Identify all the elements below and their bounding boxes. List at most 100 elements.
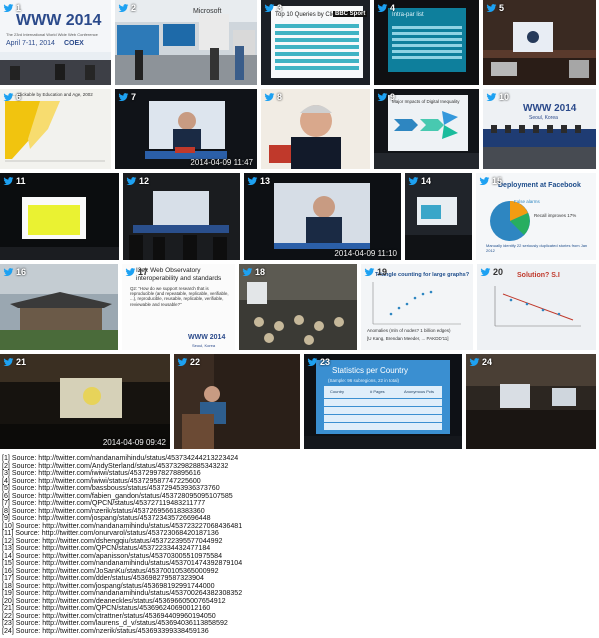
- tile-badge: 3: [264, 3, 282, 13]
- source-link[interactable]: [23] Source: http://twitter.com/laurens_…: [2, 619, 228, 627]
- photo-tile-9[interactable]: 9 Major Impacts of Digital Inequality: [374, 89, 479, 169]
- source-link[interactable]: [16] Source: http://twitter.com/JoSanKu/…: [2, 566, 219, 575]
- source-link[interactable]: [1] Source: http://twitter.com/nandanami…: [2, 454, 239, 462]
- source-link[interactable]: [14] Source: http://twitter.com/apanisso…: [2, 551, 223, 560]
- photo-image: [115, 89, 257, 169]
- source-link[interactable]: [19] Source: http://twitter.com/nandanam…: [2, 589, 243, 597]
- tile-badge: 13: [247, 176, 270, 186]
- source-link[interactable]: [9] Source: http://twitter.com/jospang/s…: [2, 514, 211, 522]
- photo-image: [174, 354, 300, 449]
- source-link[interactable]: [6] Source: http://twitter.com/fabien_ga…: [2, 491, 233, 500]
- source-link[interactable]: [10] Source: http://twitter.com/nandanam…: [2, 521, 243, 530]
- slide-label: False alarms: [514, 199, 540, 204]
- source-link[interactable]: [24] Source: http://twitter.com/nzerik/s…: [2, 626, 209, 635]
- slide-subtitle: The 23rd International World Wide Web Co…: [6, 32, 98, 37]
- source-link[interactable]: [12] Source: http://twitter.com/dshengqi…: [2, 536, 223, 545]
- tile-badge: 1: [3, 3, 21, 13]
- source-link[interactable]: [22] Source: http://twitter.com/ctrattne…: [2, 611, 216, 620]
- source-link[interactable]: [18] Source: http://twitter.com/jospang/…: [2, 581, 215, 590]
- tile-number: 23: [320, 357, 331, 367]
- twitter-bird-icon: [486, 3, 497, 12]
- source-link[interactable]: [5] Source: http://twitter.com/bassbouss…: [2, 484, 220, 492]
- source-list: [1] Source: http://twitter.com/nandanami…: [2, 454, 243, 635]
- tile-number: 20: [493, 267, 504, 277]
- photo-image: [361, 264, 473, 350]
- source-link[interactable]: [20] Source: http://twitter.com/deaneckl…: [2, 596, 226, 605]
- photo-tile-7[interactable]: 7 2014-04-09 11:47: [115, 89, 257, 169]
- photo-tile-19[interactable]: 19 Triangle counting for large graphs? A…: [361, 264, 473, 350]
- slide-credit: [U Kang, Brendan Meeder, ... PAKDD'11]: [367, 336, 449, 341]
- photo-tile-4[interactable]: 4 Intra-par list: [374, 0, 479, 85]
- slide-footer: Anomalies (mln of nodes? 1 billion edges…: [367, 328, 451, 333]
- slide-title: Triangle counting for large graphs?: [375, 272, 470, 278]
- photo-tile-14[interactable]: 14: [405, 173, 472, 260]
- photo-image: [115, 0, 257, 85]
- photo-tile-20[interactable]: 20 Solution? S.I: [477, 264, 596, 350]
- photo-tile-6[interactable]: 6 ... Clickable by Education and Age, 20…: [0, 89, 111, 169]
- source-link[interactable]: [13] Source: http://twitter.com/QPCN/sta…: [2, 544, 211, 552]
- tile-badge: 7: [118, 92, 136, 102]
- tile-number: 19: [377, 267, 388, 277]
- photo-tile-23[interactable]: 23 Statistics per Country (Sample: 96 su…: [304, 354, 462, 449]
- photo-tile-17[interactable]: 17 I2el: Web Observatory interoperabilit…: [122, 264, 235, 350]
- twitter-bird-icon: [364, 267, 375, 276]
- source-link[interactable]: [15] Source: http://twitter.com/nandanam…: [2, 559, 243, 567]
- tile-number: 9: [390, 92, 396, 102]
- source-link[interactable]: [4] Source: http://twitter.com/iwiwi/sta…: [2, 476, 201, 485]
- photo-image: [0, 173, 119, 260]
- tile-badge: 19: [364, 267, 387, 277]
- photo-tile-8[interactable]: 8: [261, 89, 370, 169]
- twitter-bird-icon: [377, 92, 388, 101]
- tile-badge: 9: [377, 92, 395, 102]
- slide-title: Deployment at Facebook: [498, 182, 581, 189]
- source-link[interactable]: [7] Source: http://twitter.com/QPCN/stat…: [2, 499, 206, 507]
- source-link[interactable]: [3] Source: http://twitter.com/iwiwi/sta…: [2, 469, 201, 477]
- photo-timestamp: 2014-04-09 11:47: [190, 158, 253, 167]
- photo-tile-11[interactable]: 11: [0, 173, 119, 260]
- photo-tile-1[interactable]: 1 WWW 2014 The 23rd International World …: [0, 0, 111, 85]
- source-link[interactable]: [17] Source: http://twitter.com/dder/sta…: [2, 574, 204, 582]
- photo-tile-18[interactable]: 18: [239, 264, 357, 350]
- tile-badge: 12: [126, 176, 149, 186]
- source-link[interactable]: [2] Source: http://twitter.com/AndySterl…: [2, 461, 229, 470]
- twitter-bird-icon: [480, 267, 491, 276]
- tile-number: 1: [16, 3, 22, 13]
- photo-tile-16[interactable]: 16: [0, 264, 118, 350]
- twitter-bird-icon: [3, 267, 14, 276]
- photo-tile-22[interactable]: 22: [174, 354, 300, 449]
- tile-badge: 11: [3, 176, 26, 186]
- slide-title: Statistics per Country: [332, 366, 409, 375]
- tile-badge: 2: [118, 3, 136, 13]
- photo-image: [0, 354, 170, 449]
- photo-tile-24[interactable]: 24: [466, 354, 596, 449]
- photo-tile-10[interactable]: 10 WWW 2014 Seoul, Korea: [483, 89, 596, 169]
- photo-tile-2[interactable]: 2 Microsoft: [115, 0, 257, 85]
- photo-tile-5[interactable]: 5: [483, 0, 596, 85]
- slide-title: WWW 2014: [16, 12, 102, 29]
- twitter-bird-icon: [3, 176, 14, 185]
- source-link[interactable]: [8] Source: http://twitter.com/nzerik/st…: [2, 506, 205, 515]
- slide-title: WWW 2014: [523, 103, 577, 114]
- photo-tile-13[interactable]: 13 2014-04-09 11:10: [244, 173, 401, 260]
- tile-badge: 21: [3, 357, 26, 367]
- photo-image: [0, 0, 111, 85]
- slide-title: Major Impacts of Digital Inequality: [392, 99, 460, 104]
- photo-tile-15[interactable]: 15 Deployment at Facebook False alarms R…: [476, 173, 596, 260]
- slide-subtitle: Seoul, Korea: [529, 115, 558, 121]
- slide-title: Top 10 Queries by Clicks: [275, 12, 342, 18]
- source-link[interactable]: [21] Source: http://twitter.com/QPCN/sta…: [2, 604, 211, 612]
- photo-tile-3[interactable]: 3 Top 10 Queries by Clicks BBC Sport: [261, 0, 370, 85]
- twitter-bird-icon: [118, 92, 129, 101]
- twitter-bird-icon: [3, 357, 14, 366]
- twitter-bird-icon: [479, 176, 490, 185]
- slide-title: Solution? S.I: [517, 272, 560, 279]
- photo-image: [405, 173, 472, 260]
- booth-sign: Microsoft: [193, 8, 222, 15]
- tile-number: 22: [190, 357, 201, 367]
- twitter-bird-icon: [377, 3, 388, 12]
- twitter-bird-icon: [242, 267, 253, 276]
- photo-tile-12[interactable]: 12: [123, 173, 240, 260]
- photo-tile-21[interactable]: 21 2014-04-09 09:42: [0, 354, 170, 449]
- tile-badge: 22: [177, 357, 200, 367]
- source-link[interactable]: [11] Source: http://twitter.com/onurvaro…: [2, 529, 219, 537]
